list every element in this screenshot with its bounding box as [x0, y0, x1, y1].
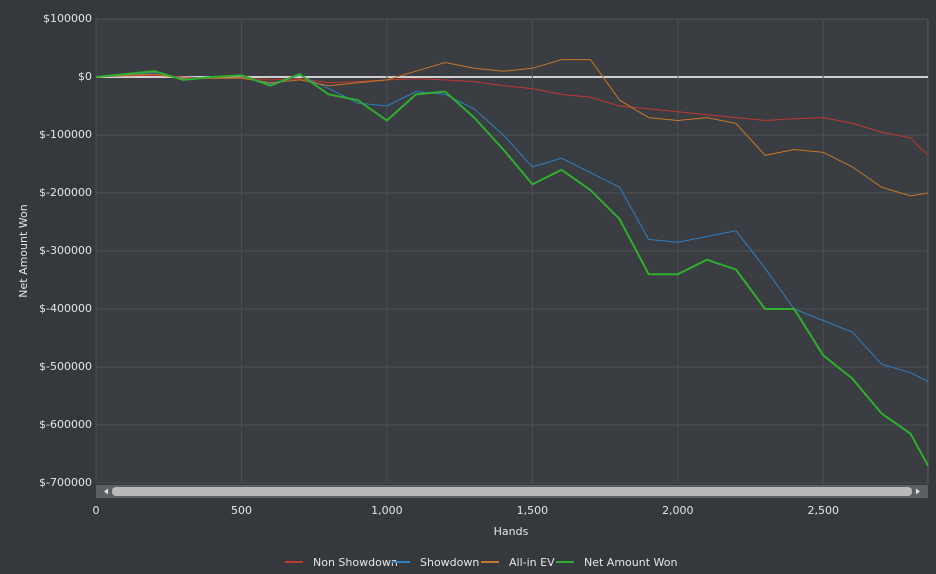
x-tick-label: 2,500	[808, 504, 840, 517]
y-tick-label: $-300000	[39, 244, 92, 257]
x-tick-label: 1,000	[371, 504, 403, 517]
y-tick-label: $-500000	[39, 360, 92, 373]
x-axis-label: Hands	[494, 525, 529, 538]
y-tick-label: $100000	[43, 12, 92, 25]
x-tick-label: 0	[93, 504, 100, 517]
x-tick-label: 500	[231, 504, 252, 517]
legend-label: Net Amount Won	[584, 556, 677, 569]
series-line	[95, 59, 929, 197]
x-tick-label: 2,000	[662, 504, 694, 517]
y-tick-label: $-700000	[39, 476, 92, 489]
legend-label: Non Showdown	[313, 556, 398, 569]
series-line	[95, 74, 929, 156]
y-tick-label: $-600000	[39, 418, 92, 431]
y-tick-label: $-100000	[39, 128, 92, 141]
y-tick-label: $0	[78, 70, 92, 83]
scroll-thumb[interactable]	[112, 487, 912, 496]
series-line	[95, 70, 929, 467]
scroll-left[interactable]	[104, 488, 108, 495]
y-tick-label: $-400000	[39, 302, 92, 315]
y-tick-label: $-200000	[39, 186, 92, 199]
y-axis-label: Net Amount Won	[17, 204, 30, 297]
legend-label: All-in EV	[509, 556, 555, 569]
legend-label: Showdown	[420, 556, 479, 569]
x-tick-label: 1,500	[517, 504, 549, 517]
scroll-right[interactable]	[916, 488, 920, 495]
scrollbar[interactable]	[96, 485, 928, 498]
